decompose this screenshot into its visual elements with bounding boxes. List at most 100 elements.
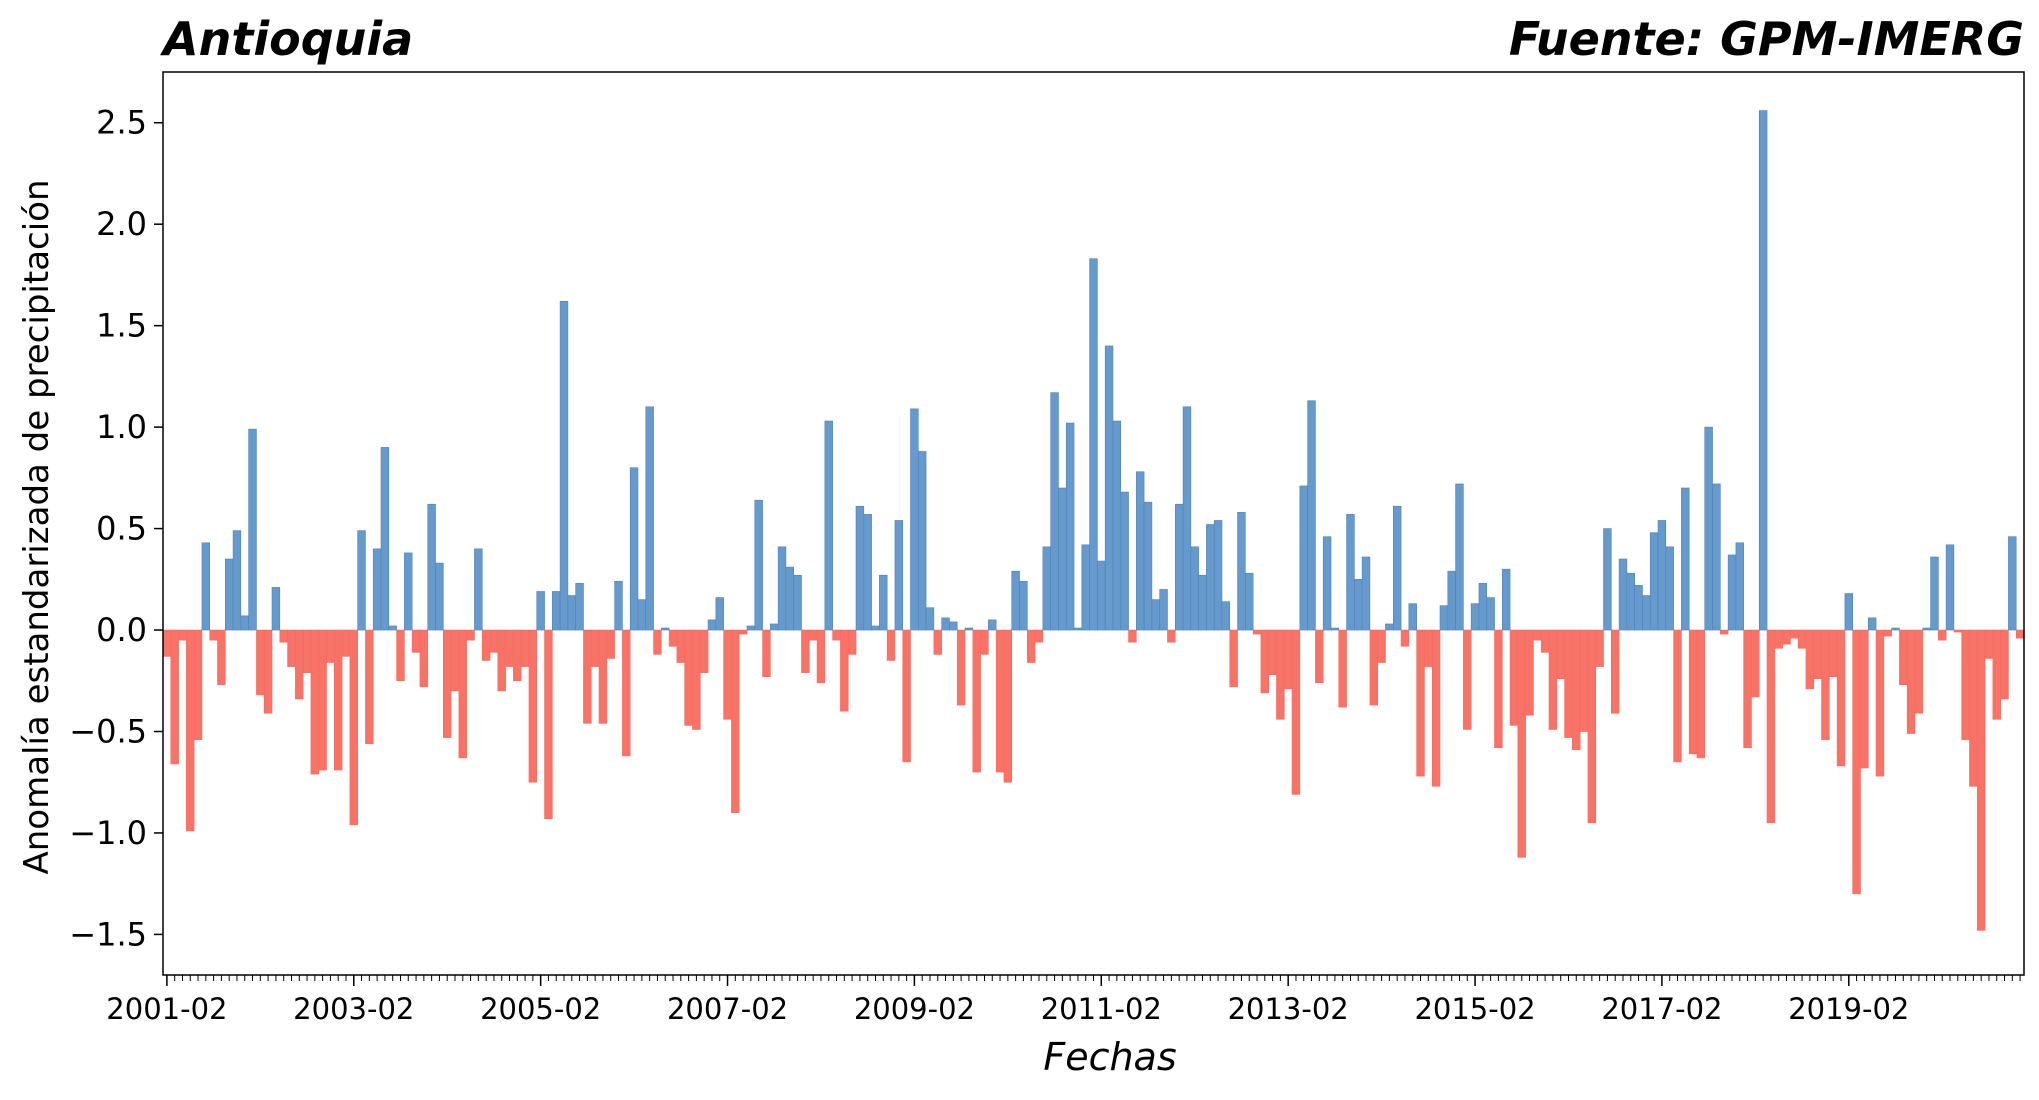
bar-2002-02 xyxy=(256,629,265,696)
bar-2001-08 xyxy=(209,629,218,641)
x-tick-label: 2003-02 xyxy=(293,992,414,1026)
bar-2017-07 xyxy=(1696,629,1706,759)
bar-2006-12 xyxy=(707,619,717,631)
bar-2010-08 xyxy=(1050,392,1059,631)
bar-2006-04 xyxy=(645,406,654,631)
bar-2001-12 xyxy=(240,615,249,631)
y-tick-label: 1.5 xyxy=(96,307,147,345)
x-tick-label: 2007-02 xyxy=(667,992,788,1026)
x-tick-label: 2001-02 xyxy=(106,992,227,1026)
bar-2020-09 xyxy=(1992,629,2001,720)
bar-2009-08 xyxy=(956,629,966,706)
bar-2003-11 xyxy=(419,629,429,688)
bar-2020-02 xyxy=(1938,629,1947,641)
bar-2012-11 xyxy=(1260,629,1269,694)
bar-2003-08 xyxy=(396,629,405,682)
bar-2006-10 xyxy=(692,629,701,730)
x-tick-label: 2013-02 xyxy=(1228,992,1349,1026)
bar-2016-08 xyxy=(1611,629,1620,714)
bar-2001-06 xyxy=(193,629,203,740)
x-tick-label: 2017-02 xyxy=(1601,992,1722,1026)
bar-2019-01 xyxy=(1836,629,1846,767)
bar-2002-10 xyxy=(318,629,327,771)
bar-2017-06 xyxy=(1688,629,1698,755)
bar-2012-05 xyxy=(1213,520,1223,631)
bar-2015-06 xyxy=(1501,568,1511,631)
bar-2015-09 xyxy=(1525,629,1534,716)
bar-2020-05 xyxy=(1961,629,1970,740)
bar-2013-04 xyxy=(1299,485,1308,631)
bar-2017-10 xyxy=(1720,629,1729,635)
bar-2004-04 xyxy=(458,629,467,759)
bar-2002-11 xyxy=(326,629,335,663)
bar-2016-05 xyxy=(1587,629,1597,824)
bar-2008-10 xyxy=(879,574,888,631)
x-minor-ticks xyxy=(166,975,2021,981)
bar-2002-12 xyxy=(334,629,343,771)
bar-2008-01 xyxy=(808,629,818,641)
bar-2014-01 xyxy=(1369,629,1379,706)
bar-2008-02 xyxy=(816,629,826,684)
bar-2012-01 xyxy=(1182,406,1192,631)
bar-2004-03 xyxy=(450,629,460,692)
y-tick-label: −1.5 xyxy=(69,915,147,953)
bar-2003-09 xyxy=(404,552,413,631)
bar-2010-07 xyxy=(1042,546,1051,631)
bar-2011-08 xyxy=(1143,501,1153,631)
bar-2005-11 xyxy=(606,629,615,659)
bar-2004-12 xyxy=(520,629,530,667)
bar-2018-12 xyxy=(1829,629,1838,678)
bar-2016-03 xyxy=(1572,629,1581,751)
bar-2014-11 xyxy=(1447,570,1456,631)
bar-2011-02 xyxy=(1097,560,1106,631)
bar-2007-11 xyxy=(793,574,802,631)
bar-2009-01 xyxy=(902,629,911,763)
bar-2007-06 xyxy=(754,499,763,631)
bar-2006-09 xyxy=(684,629,693,726)
bar-2017-03 xyxy=(1665,546,1674,631)
bar-2006-01 xyxy=(622,629,631,757)
bar-2018-01 xyxy=(1743,629,1752,749)
bar-2009-02 xyxy=(910,408,919,631)
bar-2005-03 xyxy=(544,629,553,820)
bar-2017-05 xyxy=(1681,487,1690,631)
bar-2017-12 xyxy=(1735,542,1744,631)
bar-2001-07 xyxy=(201,542,211,631)
bar-2015-12 xyxy=(1548,629,1558,730)
bar-2002-06 xyxy=(287,629,296,667)
bar-2001-03 xyxy=(170,629,179,765)
bar-2005-09 xyxy=(590,629,600,667)
bar-2001-04 xyxy=(178,629,187,641)
bar-2002-05 xyxy=(279,629,288,643)
bar-2014-03 xyxy=(1385,623,1394,631)
bar-2017-09 xyxy=(1712,483,1721,631)
bar-2007-10 xyxy=(785,566,795,631)
bar-2015-11 xyxy=(1540,629,1550,653)
bar-2013-02 xyxy=(1283,629,1293,690)
bar-2003-04 xyxy=(365,629,374,744)
bar-2012-02 xyxy=(1190,546,1199,631)
bar-2014-04 xyxy=(1392,505,1402,631)
bar-2019-08 xyxy=(1891,627,1900,631)
bar-2014-07 xyxy=(1416,629,1425,777)
bar-2008-05 xyxy=(840,629,849,712)
bar-2011-01 xyxy=(1089,258,1098,631)
bar-2020-03 xyxy=(1945,544,1955,631)
bar-2003-07 xyxy=(388,625,397,631)
bar-2003-01 xyxy=(341,629,351,657)
x-tick-label: 2009-02 xyxy=(854,992,975,1026)
bar-2007-03 xyxy=(731,629,740,813)
bar-2019-03 xyxy=(1852,629,1861,895)
bar-2002-04 xyxy=(271,587,281,631)
bar-2016-06 xyxy=(1595,629,1604,667)
bar-2008-07 xyxy=(855,505,865,631)
bar-2005-06 xyxy=(567,595,576,631)
bar-2014-10 xyxy=(1439,605,1449,631)
bar-2015-05 xyxy=(1494,629,1503,749)
bar-2011-03 xyxy=(1104,345,1114,631)
bar-2004-06 xyxy=(474,548,483,631)
bar-2016-11 xyxy=(1634,585,1643,631)
bar-2013-05 xyxy=(1307,400,1316,631)
bar-2009-03 xyxy=(918,451,927,631)
bar-2005-08 xyxy=(583,629,592,724)
